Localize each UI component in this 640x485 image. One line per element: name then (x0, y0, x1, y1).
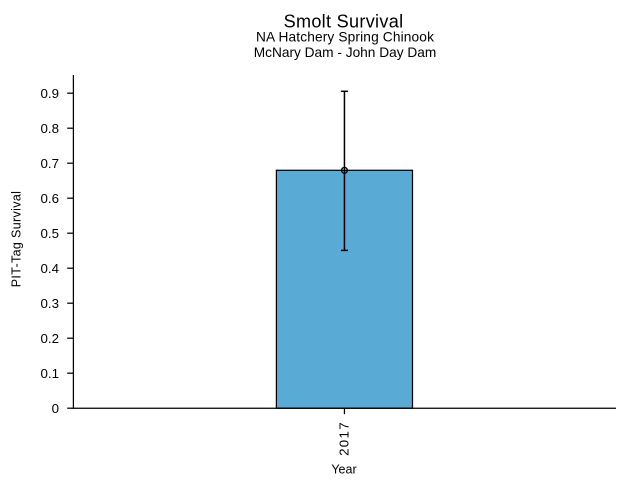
svg-text:NA Hatchery Spring Chinook: NA Hatchery Spring Chinook (256, 30, 434, 45)
svg-text:0.6: 0.6 (41, 191, 60, 206)
svg-text:0.3: 0.3 (41, 296, 60, 311)
svg-text:Year: Year (331, 463, 356, 477)
svg-text:0.7: 0.7 (41, 156, 60, 171)
svg-text:0.8: 0.8 (41, 121, 60, 136)
svg-text:0.1: 0.1 (41, 366, 60, 381)
svg-text:PIT-Tag Survival: PIT-Tag Survival (9, 191, 23, 288)
svg-text:0.5: 0.5 (41, 226, 60, 241)
svg-text:0.4: 0.4 (41, 261, 60, 276)
svg-text:0.2: 0.2 (41, 331, 60, 346)
svg-text:2017: 2017 (337, 421, 352, 456)
svg-text:McNary Dam - John Day Dam: McNary Dam - John Day Dam (254, 45, 437, 60)
svg-text:0: 0 (52, 401, 59, 416)
svg-text:Smolt Survival: Smolt Survival (284, 12, 404, 32)
svg-text:0.9: 0.9 (41, 86, 60, 101)
